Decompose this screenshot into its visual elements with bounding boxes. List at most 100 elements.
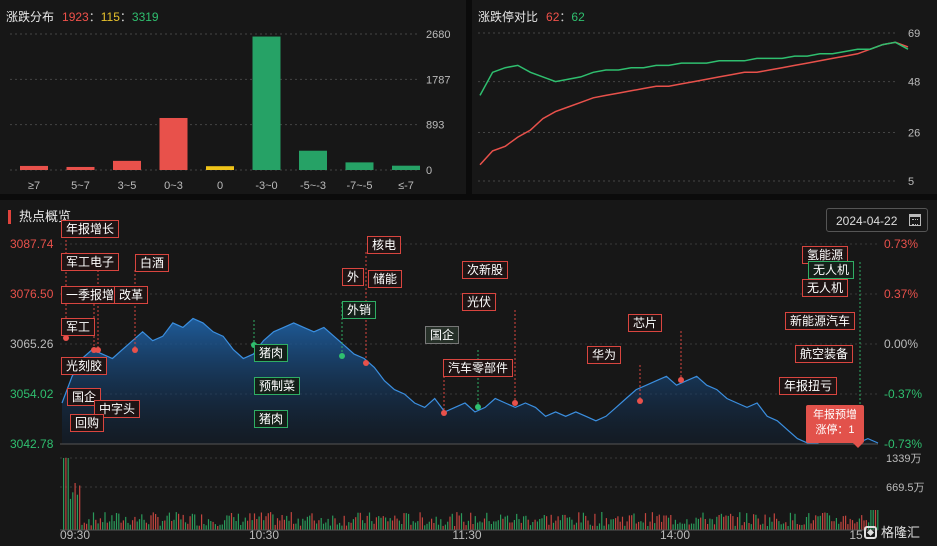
- calendar-icon[interactable]: [909, 214, 921, 226]
- volume-bar: [391, 520, 394, 530]
- volume-bar: [808, 513, 810, 530]
- volume-bar: [690, 523, 693, 530]
- volume-bar: [803, 524, 805, 530]
- volume-bar: [440, 519, 442, 530]
- volume-bar: [596, 525, 598, 530]
- volume-bar: [198, 525, 200, 530]
- index-area: [62, 318, 878, 444]
- volume-bar: [520, 522, 522, 530]
- topic-tag[interactable]: 芯片: [628, 314, 663, 332]
- volume-bar: [796, 524, 798, 530]
- topic-tag[interactable]: 国企: [425, 326, 460, 344]
- volume-bar: [548, 524, 550, 530]
- percent-tick-label: 0.37%: [884, 287, 918, 301]
- topic-tag[interactable]: 军工: [61, 318, 96, 336]
- volume-bar: [787, 526, 789, 530]
- volume-bar: [145, 522, 147, 530]
- topic-tag[interactable]: 次新股: [462, 261, 509, 279]
- volume-bar: [320, 518, 322, 530]
- volume-bar: [746, 513, 748, 530]
- topic-tag[interactable]: 无人机: [808, 261, 855, 279]
- topic-tag[interactable]: 年报增长: [61, 220, 120, 238]
- topic-tag[interactable]: 国企: [67, 388, 102, 406]
- volume-bar: [396, 518, 398, 530]
- topic-tag[interactable]: 预制菜: [254, 377, 301, 395]
- volume-bar: [69, 498, 72, 530]
- volume-bar: [640, 521, 642, 530]
- volume-bar: [125, 516, 127, 530]
- y-tick-label: 69: [908, 28, 920, 40]
- topic-tag[interactable]: 改革: [114, 286, 149, 304]
- volume-bar: [486, 512, 488, 530]
- topic-tag[interactable]: 华为: [587, 346, 622, 364]
- volume-bar: [647, 526, 649, 530]
- volume-bar: [267, 513, 269, 530]
- volume-bar: [805, 517, 808, 530]
- volume-bar: [417, 521, 419, 530]
- bar--5~-3: [299, 150, 327, 170]
- topic-tag[interactable]: 年报扭亏: [779, 377, 838, 395]
- volume-bar: [375, 517, 377, 530]
- topic-tag[interactable]: 储能: [368, 270, 403, 288]
- volume-bar: [357, 512, 359, 530]
- series-line-跌停: [479, 41, 909, 96]
- topic-tag[interactable]: 猪肉: [254, 344, 289, 362]
- topic-tag[interactable]: 猪肉: [254, 410, 289, 428]
- volume-bar: [532, 522, 534, 530]
- volume-bar: [460, 513, 463, 530]
- volume-bar: [495, 521, 497, 530]
- topic-tag[interactable]: 新能源汽车: [785, 312, 856, 330]
- volume-bar: [113, 521, 115, 530]
- limit-compare-chart: 69 48 26 5: [478, 28, 920, 188]
- volume-bar: [801, 525, 803, 530]
- topic-tag[interactable]: 核电: [367, 236, 402, 254]
- volume-bar: [134, 516, 136, 530]
- limit-compare-panel: 涨跌停对比 62：62 69 48 26 5: [472, 0, 937, 194]
- topic-tag[interactable]: 无人机: [802, 279, 849, 297]
- volume-bar: [651, 512, 653, 530]
- volume-bar: [575, 522, 578, 530]
- topic-tag[interactable]: 白酒: [135, 254, 170, 272]
- topic-tag[interactable]: 军工电子: [61, 253, 120, 271]
- volume-bar: [569, 517, 571, 530]
- volume-bar: [757, 518, 759, 530]
- volume-bar: [764, 514, 766, 530]
- volume-bar: [557, 516, 559, 530]
- volume-bar: [851, 520, 854, 530]
- volume-bar: [725, 515, 727, 530]
- volume-bar: [679, 522, 681, 530]
- volume-bar: [608, 524, 610, 530]
- topic-tag[interactable]: 汽车零部件: [443, 359, 514, 377]
- topic-tag[interactable]: 回购: [70, 414, 105, 432]
- topic-tag[interactable]: 光刻胶: [61, 357, 108, 375]
- volume-bar: [672, 524, 674, 530]
- volume-bar: [707, 524, 709, 530]
- volume-bar: [578, 512, 580, 530]
- volume-bar: [97, 523, 99, 530]
- flat-count: 115: [100, 10, 120, 24]
- volume-bar: [799, 524, 801, 530]
- volume-bar: [456, 512, 458, 530]
- volume-bar: [203, 524, 205, 530]
- volume-bar: [490, 524, 492, 530]
- date-picker[interactable]: 2024-04-22: [826, 208, 928, 232]
- topic-tag[interactable]: 外销: [342, 301, 377, 319]
- volume-bar: [870, 510, 872, 530]
- topic-tag[interactable]: 航空装备: [795, 345, 854, 363]
- volume-bar: [431, 518, 433, 530]
- volume-bar: [633, 513, 635, 530]
- volume-bar: [389, 518, 391, 530]
- volume-bar: [792, 520, 794, 530]
- volume-bar: [693, 523, 695, 530]
- topic-tag[interactable]: 光伏: [462, 293, 497, 311]
- tag-dot: [441, 410, 447, 416]
- topic-tag[interactable]: 中字头: [94, 400, 141, 418]
- volume-bar: [527, 519, 529, 530]
- volume-bar: [196, 525, 198, 530]
- x-tick-label: 3~5: [118, 180, 137, 192]
- topic-tag[interactable]: 一季报增长: [61, 286, 132, 304]
- tag-dot: [678, 377, 684, 383]
- topic-tag[interactable]: 外: [342, 268, 365, 286]
- volume-bar: [550, 514, 552, 530]
- x-tick-label: -3~0: [255, 180, 277, 192]
